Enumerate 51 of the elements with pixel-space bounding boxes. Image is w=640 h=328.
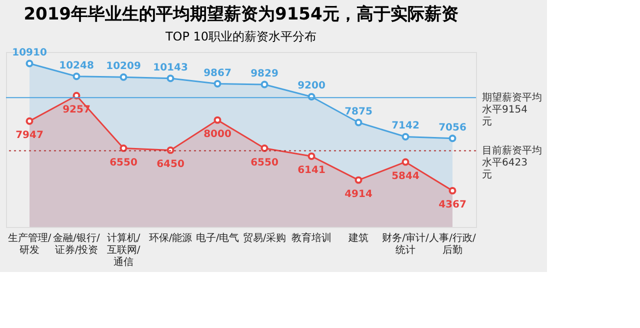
point	[166, 74, 174, 82]
ref-line-label: 目前薪资平均水平6423元	[482, 144, 542, 181]
data-label: 5844	[392, 170, 420, 182]
x-tick-label: 计算机/互联网/通信	[106, 232, 141, 268]
data-label: 7142	[392, 120, 420, 132]
x-tick-label: 生产管理/研发	[8, 232, 52, 256]
x-tick-label: 教育培训	[292, 232, 332, 244]
point	[354, 118, 362, 126]
point	[26, 117, 34, 125]
point	[402, 133, 410, 140]
point	[448, 186, 456, 194]
x-tick-label: 财务/审计/统计	[382, 232, 430, 256]
x-tick-label: 贸易/采购	[242, 232, 286, 244]
point	[214, 80, 222, 88]
data-label: 8000	[204, 129, 232, 140]
data-label: 10910	[12, 47, 47, 58]
data-label: 6450	[156, 159, 184, 170]
point	[354, 176, 362, 184]
data-label: 6550	[110, 157, 138, 168]
point	[26, 60, 34, 68]
data-label: 10209	[106, 61, 141, 72]
ref-line-label: 期望薪资平均水平9154元	[482, 92, 542, 128]
data-label: 7875	[344, 106, 372, 118]
data-label: 6141	[298, 165, 326, 176]
point	[72, 72, 80, 80]
point	[260, 80, 268, 88]
x-tick-label: 金融/银行/证券/投资	[53, 232, 100, 256]
point	[448, 134, 456, 142]
x-tick-label: 建筑	[348, 232, 368, 244]
x-tick-label: 电子/电气	[196, 232, 240, 244]
data-label: 9200	[298, 80, 326, 92]
point	[120, 144, 128, 152]
point	[308, 152, 316, 160]
chart-subtitle: TOP 10职业的薪资水平分布	[164, 29, 317, 44]
data-label: 7056	[438, 122, 466, 134]
x-tick-label: 人事/行政/后勤	[429, 232, 476, 256]
point	[260, 144, 268, 152]
data-label: 9867	[204, 68, 232, 79]
data-label: 10143	[153, 62, 188, 74]
data-label: 10248	[59, 60, 94, 72]
data-label: 7947	[16, 130, 44, 142]
chart-title: 2019年毕业生的平均期望薪资为9154元，高于实际薪资	[24, 4, 458, 24]
data-label: 9257	[62, 104, 90, 116]
point	[214, 116, 222, 124]
point	[120, 73, 128, 81]
point	[402, 158, 410, 166]
data-label: 9829	[250, 68, 278, 80]
data-label: 6550	[250, 157, 278, 168]
data-label: 4367	[438, 200, 466, 211]
data-label: 4914	[344, 189, 372, 200]
x-tick-label: 环保/能源	[148, 232, 192, 244]
